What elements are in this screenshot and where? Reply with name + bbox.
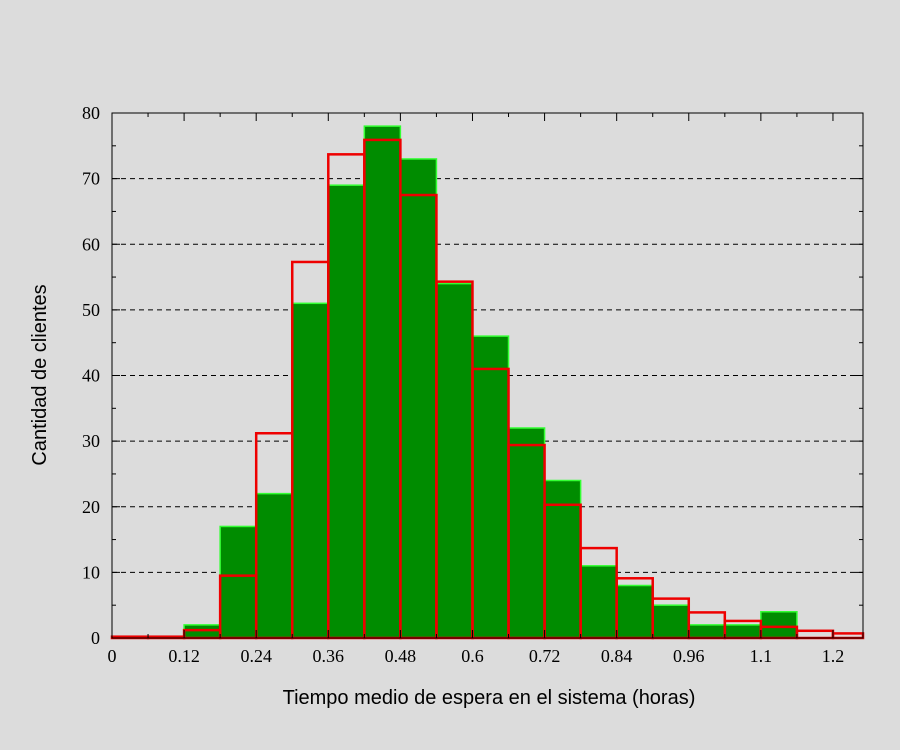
histogram-bar — [219, 525, 257, 639]
fitted-outline-bars — [110, 138, 865, 640]
x-tick-label: 0.96 — [673, 646, 705, 666]
observed-bars — [183, 125, 798, 639]
fitted-bar — [795, 629, 835, 640]
x-tick-label: 0.72 — [529, 646, 561, 666]
axis-ticks — [111, 112, 863, 639]
y-tick-label: 10 — [82, 562, 100, 582]
histogram-bar — [363, 125, 402, 639]
y-tick-label: 60 — [82, 234, 100, 254]
y-axis-title: Cantidad de clientes — [29, 284, 51, 465]
x-tick-label: 0 — [108, 646, 117, 666]
x-tick-label: 1.1 — [750, 646, 773, 666]
x-tick-label: 0.12 — [168, 646, 200, 666]
histogram-bar — [579, 565, 618, 639]
x-axis-title: Tiempo medio de espera en el sistema (ho… — [283, 687, 696, 709]
histogram-bar — [435, 282, 474, 639]
x-tick-label: 1.2 — [822, 646, 845, 666]
histogram-bar — [651, 604, 690, 639]
histogram-bar — [399, 158, 438, 639]
x-tick-label: 0.84 — [601, 646, 633, 666]
y-tick-label: 80 — [82, 103, 100, 123]
x-tick-label: 0.48 — [385, 646, 417, 666]
x-tick-label: 0.36 — [313, 646, 345, 666]
fitted-bar — [831, 632, 865, 640]
y-tick-label: 50 — [82, 300, 100, 320]
y-tick-label: 30 — [82, 431, 100, 451]
histogram-bar — [255, 492, 293, 639]
y-tick-label: 40 — [82, 366, 100, 386]
histogram-bar — [724, 624, 762, 639]
y-tick-label: 70 — [82, 169, 100, 189]
histogram-bar — [507, 427, 546, 639]
histogram-bar — [688, 624, 726, 639]
grid-lines — [112, 178, 863, 573]
x-tick-label: 0.24 — [240, 646, 272, 666]
histogram-bar — [471, 335, 510, 639]
histogram-bar — [291, 302, 330, 639]
histogram-bar — [615, 584, 654, 639]
y-tick-label: 0 — [91, 628, 100, 648]
y-tick-label: 20 — [82, 497, 100, 517]
histogram-bar — [760, 611, 798, 639]
tick-labels: 0 10 20 30 40 50 60 70 80 0 0.12 0.24 0.36 0.48 0.6 0.7… — [82, 103, 844, 666]
histogram-bar — [183, 624, 221, 639]
histogram-bar — [327, 184, 366, 639]
x-tick-label: 0.6 — [461, 646, 484, 666]
